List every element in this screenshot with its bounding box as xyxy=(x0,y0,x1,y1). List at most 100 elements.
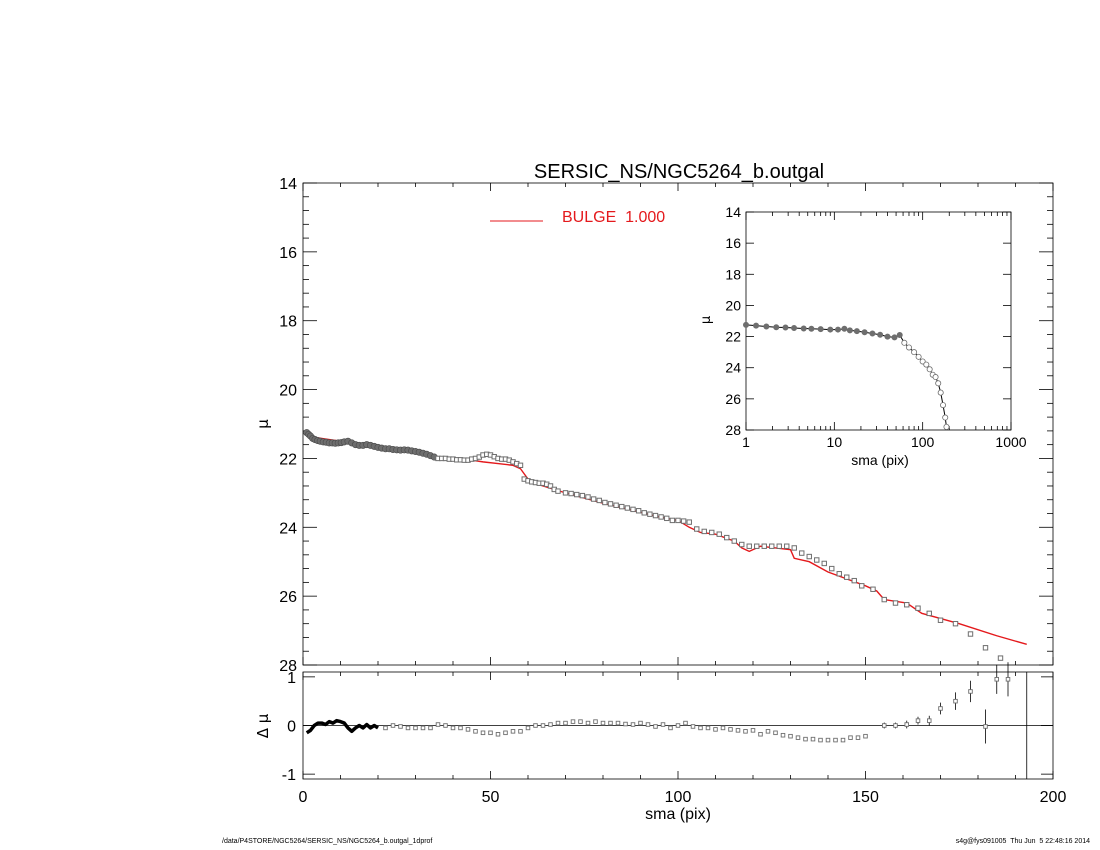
observed-point xyxy=(791,545,797,551)
observed-point xyxy=(982,645,989,651)
observed-point xyxy=(724,534,730,541)
observed-point xyxy=(904,602,910,608)
footer-user-timestamp: s4g@fys091005 Thu Jun 5 22:48:16 2014 xyxy=(955,838,1090,845)
observed-point xyxy=(664,515,670,522)
residual-point xyxy=(705,725,711,731)
residual-point xyxy=(540,723,546,728)
residual-point xyxy=(818,737,823,743)
observed-point xyxy=(517,462,524,469)
inset-observed-point xyxy=(896,332,903,339)
residual-point xyxy=(848,735,853,740)
residual-ylabel: Δ μ xyxy=(254,713,272,738)
observed-point xyxy=(619,503,625,510)
inset-observed-point xyxy=(877,331,884,338)
inset-observed-point xyxy=(923,361,930,368)
observed-point xyxy=(613,502,619,508)
inset-xtick-label-0: 1 xyxy=(742,434,750,450)
observed-point xyxy=(746,543,752,549)
residual-point xyxy=(893,723,898,728)
residual-point xyxy=(458,725,463,731)
residual-point xyxy=(833,737,838,743)
residual-point xyxy=(915,718,921,723)
observed-point xyxy=(680,518,687,524)
observed-point xyxy=(784,543,790,549)
observed-point xyxy=(669,517,676,524)
observed-point xyxy=(562,490,569,496)
residual-point xyxy=(413,725,418,731)
residual-point xyxy=(443,723,448,728)
observed-point xyxy=(859,583,865,589)
observed-point xyxy=(701,528,707,535)
observed-point xyxy=(694,526,700,532)
observed-point xyxy=(579,492,586,499)
inset-background xyxy=(746,212,1011,430)
main-ytick-label-6: 26 xyxy=(279,589,297,606)
residual-point xyxy=(1005,677,1011,682)
residual-point xyxy=(675,723,681,728)
observed-point xyxy=(870,586,876,592)
observed-point xyxy=(967,631,974,637)
residual-point xyxy=(480,730,486,736)
residual-point xyxy=(525,725,531,731)
observed-point xyxy=(844,574,850,580)
residual-point xyxy=(390,723,396,728)
residual-xtick-label-3: 150 xyxy=(852,789,879,806)
legend-label-bulge: BULGE 1.000 xyxy=(562,209,665,226)
main-panel: 14 16 18 20 22 24 26 28 μ BULGE 1.000 xyxy=(254,176,1054,675)
residual-point xyxy=(615,720,621,726)
inset-observed-point xyxy=(935,380,942,387)
residual-xlabel: sma (pix) xyxy=(645,806,711,823)
inset-observed-point xyxy=(743,321,750,328)
residual-points xyxy=(305,662,1011,744)
residual-point xyxy=(428,725,433,731)
residual-point xyxy=(420,725,426,731)
residual-point xyxy=(593,719,598,724)
legend: BULGE 1.000 xyxy=(490,209,665,226)
observed-point xyxy=(675,517,681,524)
inset-observed-point xyxy=(853,328,860,335)
residual-ytick-label-0: 1 xyxy=(287,670,296,687)
observed-point xyxy=(836,571,842,577)
inset-observed-point xyxy=(800,325,807,332)
residual-point xyxy=(690,724,696,729)
residual-point xyxy=(882,723,887,728)
residual-point xyxy=(795,735,801,740)
residual-point xyxy=(750,728,756,733)
observed-point xyxy=(952,620,959,627)
inset-observed-point xyxy=(884,333,891,340)
residual-point xyxy=(938,706,943,711)
residual-point xyxy=(788,733,793,739)
observed-point xyxy=(881,596,887,603)
residual-xtick-label-4: 200 xyxy=(1040,789,1067,806)
observed-point xyxy=(568,490,574,497)
inset-observed-point xyxy=(791,325,798,332)
observed-point xyxy=(851,577,857,584)
inset-ytick-label-6: 26 xyxy=(725,391,741,407)
residual-point xyxy=(927,718,932,723)
inset-observed-point xyxy=(869,330,876,337)
residual-inner-curve xyxy=(305,718,379,735)
residual-point xyxy=(435,722,441,727)
residual-point xyxy=(653,724,658,729)
residual-point xyxy=(863,733,868,739)
residual-point xyxy=(660,722,666,727)
inset-observed-point xyxy=(911,349,918,356)
observed-point xyxy=(731,538,737,544)
inset-xlabel: sma (pix) xyxy=(851,452,909,468)
inset-plot-frame xyxy=(745,211,1012,431)
inset-observed-point xyxy=(891,334,898,341)
observed-point xyxy=(915,605,921,611)
residual-point xyxy=(578,719,583,724)
inset-observed-point xyxy=(834,326,841,333)
observed-point xyxy=(739,541,745,548)
residual-point xyxy=(720,725,726,731)
inset-xtick-label-2: 100 xyxy=(911,434,935,450)
observed-point xyxy=(754,543,760,549)
observed-point xyxy=(596,497,602,504)
observed-point xyxy=(716,531,722,537)
residual-point xyxy=(608,720,613,726)
inset-observed-point xyxy=(943,423,950,430)
inset-observed-point xyxy=(827,326,834,333)
